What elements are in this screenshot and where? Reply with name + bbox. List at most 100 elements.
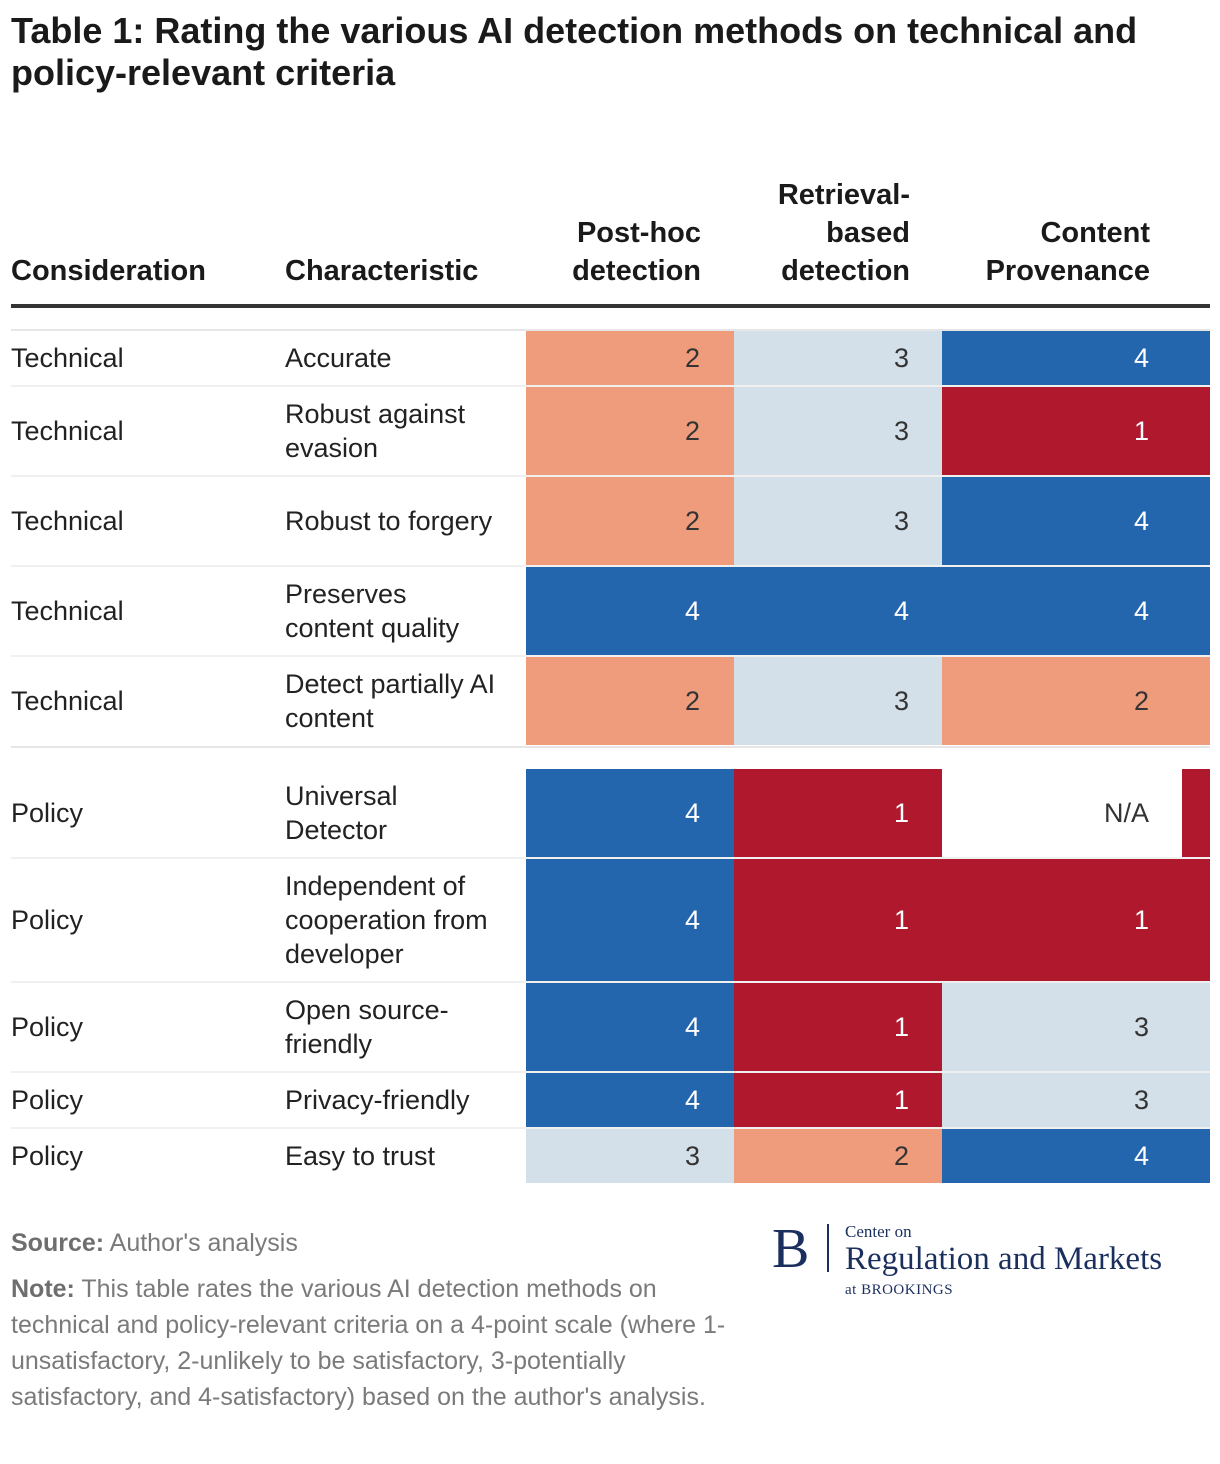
rating-cell-bg bbox=[734, 1073, 942, 1127]
group-separator bbox=[11, 746, 1210, 748]
characteristic-cell: Universal Detector bbox=[285, 781, 398, 845]
rating-cell-bg bbox=[942, 1129, 1182, 1183]
row-divider bbox=[11, 565, 1210, 567]
rating-cell-bg bbox=[942, 387, 1182, 475]
consideration-cell: Policy bbox=[11, 1085, 84, 1115]
header-consideration: Consideration bbox=[11, 255, 206, 287]
logo-line1: Center on bbox=[845, 1222, 912, 1241]
rating-cell-bg bbox=[734, 1129, 942, 1183]
note-paragraph: Note: This table rates the various AI de… bbox=[11, 1271, 731, 1415]
rating-cell-bg bbox=[942, 769, 1182, 857]
source-line: Source: Author's analysis bbox=[11, 1225, 731, 1261]
rating-cell-bg bbox=[734, 477, 942, 565]
rating-value: 3 bbox=[893, 343, 909, 373]
characteristic-cell: Detect partially AI content bbox=[285, 669, 496, 733]
row-divider bbox=[11, 1071, 1210, 1073]
characteristic-cell: Easy to trust bbox=[285, 1141, 436, 1171]
rating-value: 2 bbox=[684, 686, 700, 716]
rating-value: 3 bbox=[893, 686, 909, 716]
rating-cell-bg bbox=[526, 859, 734, 981]
source-text: Author's analysis bbox=[104, 1229, 298, 1257]
rating-value: 1 bbox=[893, 1085, 909, 1115]
rating-value: 4 bbox=[1133, 506, 1149, 536]
consideration-cell: Technical bbox=[11, 506, 124, 536]
rating-cell-overflow bbox=[1182, 387, 1210, 475]
brookings-b-logo: B bbox=[772, 1218, 810, 1280]
consideration-cell: Technical bbox=[11, 596, 124, 626]
rating-cell-overflow bbox=[1182, 983, 1210, 1071]
rating-cell-bg bbox=[942, 657, 1182, 745]
rating-cell-bg bbox=[942, 567, 1182, 655]
logo-line3: at BROOKINGS bbox=[845, 1282, 954, 1298]
rating-value: 4 bbox=[684, 1085, 700, 1115]
characteristic-cell: Preserves content quality bbox=[285, 579, 460, 643]
rating-cell-bg bbox=[526, 331, 734, 385]
rating-cell-bg bbox=[942, 1073, 1182, 1127]
rating-cell-bg bbox=[526, 567, 734, 655]
rating-cell-bg bbox=[734, 983, 942, 1071]
rating-cell-overflow bbox=[1182, 567, 1210, 655]
consideration-cell: Policy bbox=[11, 798, 84, 828]
rating-cell-bg bbox=[526, 769, 734, 857]
rating-value: 4 bbox=[684, 596, 700, 626]
characteristic-cell: Robust against evasion bbox=[285, 399, 466, 463]
rating-cell-overflow bbox=[1182, 657, 1210, 745]
consideration-cell: Technical bbox=[11, 416, 124, 446]
characteristic-cell: Accurate bbox=[285, 343, 392, 373]
rating-value: N/A bbox=[1103, 798, 1149, 828]
logo-divider bbox=[827, 1224, 829, 1272]
row-divider bbox=[11, 1127, 1210, 1129]
characteristic-cell: Privacy-friendly bbox=[285, 1085, 470, 1115]
rating-value: 4 bbox=[684, 1012, 700, 1042]
source-label: Source: bbox=[11, 1229, 105, 1257]
row-divider bbox=[11, 655, 1210, 657]
rating-value: 4 bbox=[893, 596, 909, 626]
characteristic-cell: Independent of cooperation from develope… bbox=[285, 871, 488, 969]
rating-cell-bg bbox=[942, 983, 1182, 1071]
rating-cell-bg bbox=[526, 657, 734, 745]
rating-value: 3 bbox=[893, 416, 909, 446]
rating-value: 4 bbox=[1133, 343, 1149, 373]
rating-cell-bg bbox=[942, 477, 1182, 565]
rating-cell-overflow bbox=[1182, 331, 1210, 385]
rating-cell-bg bbox=[734, 567, 942, 655]
rating-cell-bg bbox=[526, 1129, 734, 1183]
rating-cell-bg bbox=[734, 859, 942, 981]
rating-value: 1 bbox=[1133, 905, 1149, 935]
rating-value: 4 bbox=[684, 905, 700, 935]
note-label: Note: bbox=[11, 1275, 75, 1303]
rating-value: 1 bbox=[893, 905, 909, 935]
rating-value: 1 bbox=[893, 1012, 909, 1042]
consideration-cell: Policy bbox=[11, 1141, 84, 1171]
rating-cell-bg bbox=[734, 657, 942, 745]
top-separator bbox=[11, 329, 1210, 331]
consideration-cell: Technical bbox=[11, 343, 124, 373]
rating-value: 3 bbox=[1133, 1085, 1149, 1115]
rating-cell-bg bbox=[734, 387, 942, 475]
rating-cell-bg bbox=[734, 769, 942, 857]
rating-value: 2 bbox=[684, 416, 700, 446]
row-divider bbox=[11, 981, 1210, 983]
row-divider bbox=[11, 385, 1210, 387]
rating-cell-overflow bbox=[1182, 477, 1210, 565]
header-retrieval: Retrieval- based detection bbox=[777, 179, 910, 287]
note-text: This table rates the various AI detectio… bbox=[11, 1275, 726, 1411]
rating-value: 2 bbox=[684, 343, 700, 373]
characteristic-cell: Open source-friendly bbox=[285, 995, 449, 1059]
row-divider bbox=[11, 857, 1210, 859]
rating-value: 2 bbox=[684, 506, 700, 536]
consideration-cell: Technical bbox=[11, 686, 124, 716]
rating-cell-overflow bbox=[1182, 859, 1210, 981]
header-provenance: Content Provenance bbox=[985, 217, 1150, 287]
header-posthoc: Post-hoc detection bbox=[572, 217, 701, 287]
header-characteristic: Characteristic bbox=[285, 255, 479, 287]
rating-value: 2 bbox=[1133, 686, 1149, 716]
rating-value: 3 bbox=[1133, 1012, 1149, 1042]
rating-value: 4 bbox=[1133, 596, 1149, 626]
header-divider bbox=[11, 304, 1210, 308]
logo-line2: Regulation and Markets bbox=[845, 1241, 1163, 1277]
rating-cell-bg bbox=[734, 331, 942, 385]
rating-value: 1 bbox=[1133, 416, 1149, 446]
rating-cell-bg bbox=[942, 331, 1182, 385]
consideration-cell: Policy bbox=[11, 905, 84, 935]
